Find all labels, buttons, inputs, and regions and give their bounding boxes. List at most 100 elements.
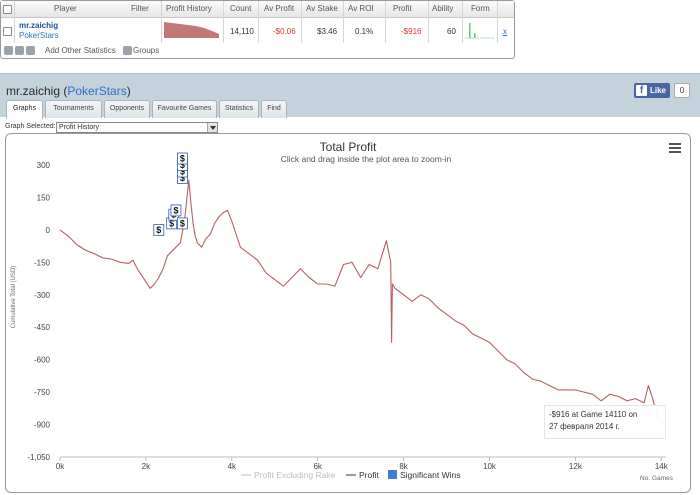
legend-swatch [388, 470, 397, 479]
facebook-like-button[interactable]: f Like [634, 83, 670, 98]
significant-win-label: $ [173, 205, 178, 215]
form-bars [465, 23, 495, 39]
profile-header: mr.zaichig (PokerStars) f Like 0 Graphs … [0, 73, 700, 119]
x-tick-label: 12k [569, 462, 583, 471]
y-tick-label: 300 [37, 161, 51, 170]
header-profit[interactable]: Profit [393, 4, 412, 13]
x-tick-label: 6k [313, 462, 322, 471]
like-count: 0 [674, 83, 690, 98]
series-group [59, 179, 667, 429]
player-site[interactable]: PokerStars [19, 31, 59, 40]
header-av-stake[interactable]: Av Stake [306, 4, 338, 13]
header-player[interactable]: Player [54, 4, 77, 13]
tab-tournaments[interactable]: Tournaments [45, 100, 102, 118]
series-line-profit[interactable] [59, 179, 667, 429]
legend-item-significant-wins[interactable]: Significant Wins [400, 470, 460, 480]
table-toolbar: Add Other Statistics Groups [1, 43, 514, 59]
y-tick-label: -1,050 [27, 453, 50, 462]
add-statistics-button[interactable]: Add Other Statistics [45, 46, 116, 55]
significant-win-label: $ [156, 225, 161, 235]
like-label: Like [650, 86, 667, 95]
y-tick-label: -150 [34, 258, 51, 267]
y-tick-label: -450 [34, 323, 51, 332]
select-all-checkbox[interactable] [3, 5, 12, 14]
x-tick-label: 8k [399, 462, 408, 471]
y-tick-label: 0 [46, 226, 51, 235]
header-form[interactable]: Form [471, 4, 490, 13]
divider [497, 1, 498, 43]
significant-win-label: $ [180, 160, 185, 170]
chart-title: Total Profit [320, 140, 377, 154]
groups-button[interactable]: Groups [133, 46, 160, 55]
tooltip-line-2: 27 февраля 2014 г. [549, 422, 620, 431]
divider [223, 1, 224, 43]
av-profit-value: -$0.06 [273, 27, 296, 36]
chart-subtitle: Click and drag inside the plot area to z… [281, 154, 452, 164]
player-name[interactable]: mr.zaichig [19, 21, 59, 30]
header-av-roi[interactable]: Av ROI [348, 4, 374, 13]
divider [385, 1, 386, 43]
divider [343, 1, 344, 43]
graph-select[interactable]: Profit History [56, 122, 218, 133]
significant-win-label: $ [180, 173, 185, 183]
x-axis-label: No. Games [640, 475, 674, 482]
y-tick-label: 150 [37, 193, 51, 202]
tab-graphs[interactable]: Graphs [6, 100, 43, 119]
header-ability[interactable]: Ability [432, 4, 454, 13]
count-value: 14,110 [230, 27, 254, 36]
profile-site-link[interactable]: PokerStars [67, 84, 127, 98]
tab-statistics[interactable]: Statistics [219, 100, 259, 118]
header-filter[interactable]: Filter [131, 4, 149, 13]
ability-value: 60 [447, 27, 456, 36]
graph-selected-label: Graph Selected: [5, 123, 56, 130]
legend-item-profit[interactable]: Profit [359, 470, 379, 480]
graph-select-value: Profit History [59, 124, 100, 131]
profile-title: mr.zaichig (PokerStars) [6, 84, 131, 98]
av-stake-value: $3.46 [317, 27, 338, 36]
significant-win-flag[interactable]: $ [177, 217, 188, 230]
x-tick-label: 2k [142, 462, 151, 471]
copy-icon[interactable] [15, 46, 24, 55]
trash-icon[interactable] [4, 46, 13, 55]
settings-icon[interactable] [26, 46, 35, 55]
axes-group: 300 150 0 -150 -300 -450 -600 -750 -900 -1,050 0k 2… [27, 161, 668, 471]
chevron-down-icon[interactable] [207, 123, 217, 132]
header-profit-history[interactable]: Profit History [166, 4, 212, 13]
significant-wins-group: $$$$$$$$$ [153, 152, 188, 236]
significant-win-label: $ [180, 166, 185, 176]
tab-find[interactable]: Find [261, 100, 287, 118]
facebook-icon: f [636, 85, 647, 96]
tab-opponents[interactable]: Opponents [104, 100, 150, 118]
divider [462, 1, 463, 43]
profile-name: mr.zaichig [6, 84, 61, 98]
remove-player-link[interactable]: x [503, 27, 507, 36]
av-roi-value: 0.1% [355, 27, 374, 36]
tooltip-line-1: -$916 at Game 14110 on [549, 410, 638, 419]
y-tick-label: -900 [34, 421, 51, 430]
chart-menu-icon[interactable] [669, 143, 681, 153]
header-av-profit[interactable]: Av Profit [264, 4, 295, 13]
header-count[interactable]: Count [230, 4, 252, 13]
significant-win-label: $ [180, 154, 185, 164]
y-tick-label: -300 [34, 291, 51, 300]
profit-history-sparkline [164, 22, 219, 38]
profit-value: -$916 [401, 27, 422, 36]
y-tick-label: -600 [34, 356, 51, 365]
x-tick-label: 0k [56, 462, 65, 471]
player-table: Player Filter Profit History Count Av Pr… [0, 0, 515, 59]
significant-win-flag[interactable]: $ [177, 152, 188, 165]
divider [428, 1, 429, 43]
tab-favourite-games[interactable]: Favourite Games [152, 100, 217, 118]
row-checkbox[interactable] [3, 27, 12, 36]
chart-tooltip: -$916 at Game 14110 on 27 февраля 2014 г… [544, 405, 666, 439]
legend-item-profit-excluding-rake[interactable]: Profit Excluding Rake [254, 470, 336, 480]
x-tick-label: 10k [483, 462, 497, 471]
significant-win-label: $ [169, 218, 174, 228]
divider [258, 1, 259, 43]
x-tick-label: 14k [655, 462, 669, 471]
significant-win-flag[interactable]: $ [170, 204, 182, 217]
significant-win-flag[interactable]: $ [153, 223, 165, 236]
groups-icon[interactable] [123, 46, 132, 55]
y-axis-label: Cumulative Total (USD) [11, 266, 17, 329]
